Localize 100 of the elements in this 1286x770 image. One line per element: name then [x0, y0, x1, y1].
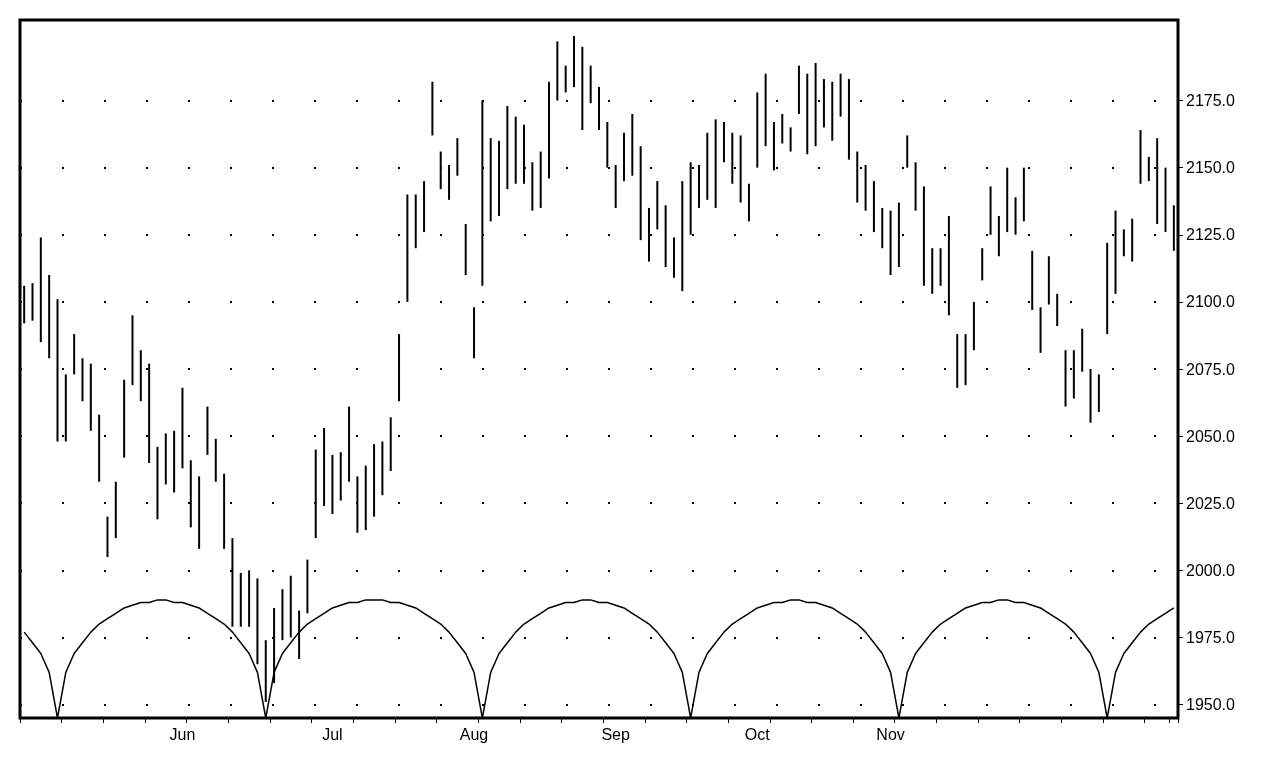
bar — [822, 79, 825, 128]
bar — [164, 433, 167, 485]
bar — [331, 454, 334, 514]
bar — [1006, 167, 1009, 233]
bar — [31, 283, 34, 321]
bar — [473, 307, 476, 359]
bar — [672, 237, 675, 278]
bar — [914, 162, 917, 211]
bar — [831, 81, 834, 141]
bar — [573, 36, 576, 88]
bar — [781, 113, 784, 144]
bar — [789, 127, 792, 152]
bar — [1139, 130, 1142, 184]
bar — [89, 363, 92, 431]
bar — [939, 248, 942, 286]
bar — [406, 194, 409, 302]
bar — [506, 105, 509, 190]
bar — [847, 79, 850, 160]
bar — [622, 132, 625, 182]
bar — [323, 428, 326, 506]
bar — [1131, 218, 1134, 262]
x-tick-label: Oct — [744, 725, 771, 743]
bar — [739, 135, 742, 203]
bar — [639, 146, 642, 241]
bar — [156, 446, 159, 520]
bar — [631, 113, 634, 176]
bar — [389, 417, 392, 472]
bar — [123, 379, 126, 458]
bar — [706, 132, 709, 200]
bar — [872, 181, 875, 233]
bar — [598, 87, 600, 131]
bar — [714, 119, 717, 208]
bar — [114, 481, 117, 539]
bar — [298, 610, 301, 659]
y-tick-label: 2025.0 — [1186, 494, 1236, 512]
bar — [348, 406, 351, 482]
x-tick-label: Jul — [322, 725, 343, 743]
y-tick-label: 1950.0 — [1186, 696, 1236, 714]
bar — [756, 92, 759, 168]
bar — [906, 135, 909, 168]
bar — [947, 215, 950, 316]
bar — [856, 151, 859, 203]
bar — [289, 575, 292, 638]
bar — [1164, 167, 1167, 233]
y-tick-label: 2075.0 — [1186, 360, 1236, 378]
bar — [989, 186, 992, 235]
bar — [931, 248, 934, 294]
bar — [997, 215, 1000, 257]
bar — [1056, 293, 1059, 327]
bar — [48, 275, 51, 359]
bar — [414, 194, 417, 249]
bar — [806, 73, 809, 155]
x-tick-label: Jun — [169, 725, 196, 743]
bar — [1097, 374, 1100, 412]
bar — [656, 181, 659, 230]
bar — [722, 122, 725, 163]
bar — [431, 81, 434, 136]
bar — [198, 476, 201, 549]
y-tick-label: 1975.0 — [1186, 628, 1236, 646]
bar — [214, 438, 217, 482]
bar — [531, 162, 534, 211]
bar — [248, 570, 251, 627]
bar — [181, 387, 184, 469]
bar — [131, 315, 134, 386]
bar — [1089, 369, 1092, 423]
bar — [589, 65, 592, 104]
bar — [381, 441, 384, 496]
bar — [1064, 350, 1067, 407]
bar — [239, 573, 242, 627]
y-tick-label: 2175.0 — [1186, 92, 1236, 110]
bar — [256, 578, 259, 665]
bar — [398, 334, 401, 402]
bar — [1039, 307, 1042, 353]
bar — [139, 350, 142, 402]
bar — [681, 181, 684, 292]
bar — [664, 205, 667, 267]
bar — [1147, 156, 1150, 182]
bar — [697, 164, 700, 208]
bar — [264, 640, 267, 702]
bar — [764, 73, 767, 147]
bar — [39, 237, 42, 343]
bar — [548, 81, 551, 179]
bar — [339, 452, 342, 501]
bar — [981, 248, 984, 281]
bar — [1122, 229, 1125, 257]
bar — [539, 151, 542, 208]
bar — [373, 444, 376, 517]
bar — [423, 181, 426, 233]
bar — [839, 73, 842, 117]
x-tick-label: Nov — [876, 725, 905, 743]
y-tick-label: 2000.0 — [1186, 561, 1236, 579]
bar — [81, 358, 84, 402]
bar — [747, 183, 750, 222]
bar — [864, 164, 867, 211]
bar — [1022, 167, 1025, 222]
bar — [306, 559, 309, 614]
bar — [797, 65, 800, 114]
bar — [564, 65, 567, 93]
bar — [1172, 205, 1175, 251]
bar — [106, 516, 109, 557]
